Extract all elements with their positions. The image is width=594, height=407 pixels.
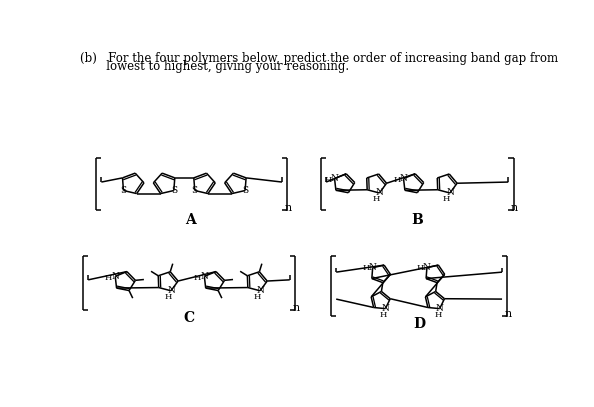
Text: H: H: [393, 176, 400, 184]
Text: H: H: [372, 195, 380, 203]
Text: H: H: [194, 274, 201, 282]
Text: N: N: [331, 174, 339, 183]
Text: N: N: [381, 304, 389, 313]
Text: S: S: [121, 186, 127, 195]
Text: B: B: [411, 213, 423, 227]
Text: N: N: [167, 286, 175, 295]
Text: N: N: [111, 272, 119, 281]
Text: N: N: [446, 188, 454, 197]
Text: S: S: [170, 186, 177, 195]
Text: H: H: [380, 311, 387, 319]
Text: n: n: [292, 302, 299, 313]
Text: n: n: [285, 203, 292, 213]
Text: (b)   For the four polymers below, predict the order of increasing band gap from: (b) For the four polymers below, predict…: [80, 52, 558, 65]
Text: C: C: [184, 311, 194, 324]
Text: H: H: [105, 274, 112, 282]
Text: H: H: [165, 293, 172, 301]
Text: N: N: [200, 272, 208, 281]
Text: n: n: [505, 309, 512, 319]
Text: H: H: [362, 264, 370, 272]
Text: N: N: [369, 263, 377, 272]
Text: H: H: [416, 264, 424, 272]
Text: N: N: [256, 286, 264, 295]
Text: H: H: [443, 195, 450, 203]
Text: H: H: [434, 311, 442, 319]
Text: N: N: [375, 188, 383, 197]
Text: S: S: [192, 186, 198, 195]
Text: A: A: [185, 213, 196, 227]
Text: N: N: [436, 304, 444, 313]
Text: N: N: [400, 174, 407, 183]
Text: n: n: [511, 203, 518, 213]
Text: S: S: [242, 186, 248, 195]
Text: H: H: [324, 176, 331, 184]
Text: H: H: [254, 293, 261, 301]
Text: D: D: [413, 317, 425, 331]
Text: lowest to highest, giving your reasoning.: lowest to highest, giving your reasoning…: [80, 59, 350, 72]
Text: N: N: [423, 263, 431, 272]
